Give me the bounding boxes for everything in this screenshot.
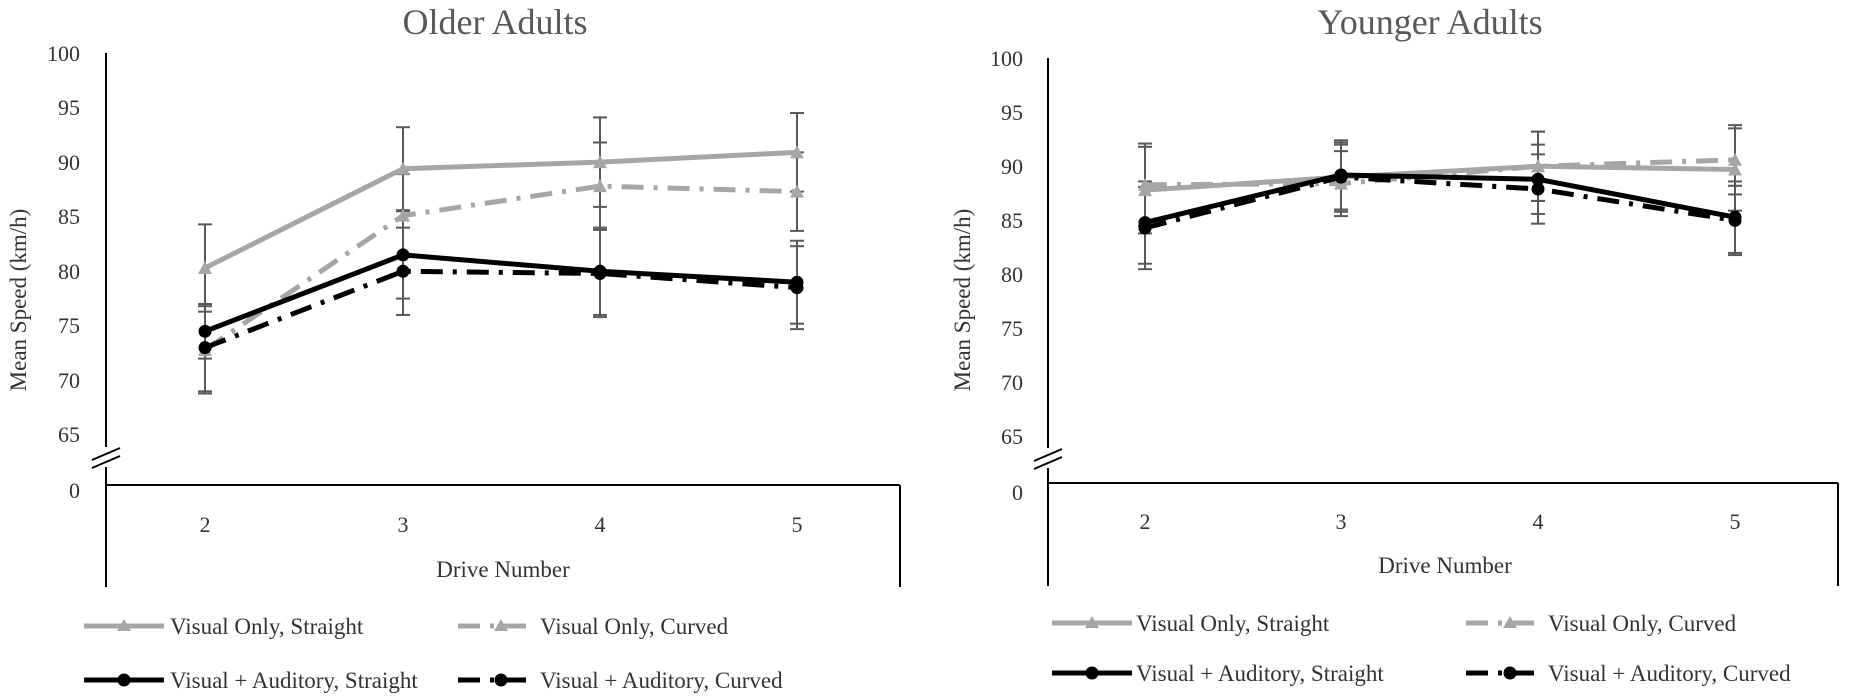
legend-item: Visual Only, Curved xyxy=(458,614,729,639)
legend-label: Visual Only, Curved xyxy=(540,614,729,639)
data-point-visual-auditory-curved xyxy=(1138,221,1152,235)
y-tick-label: 100 xyxy=(47,41,80,66)
y-tick-labels: 100 95 90 85 80 75 70 65 0 xyxy=(47,41,80,503)
plot-area xyxy=(198,112,804,395)
y-tick-labels: 100 95 90 85 80 75 70 65 0 xyxy=(990,46,1023,505)
chart-title: Older Adults xyxy=(403,2,588,42)
legend-label: Visual + Auditory, Straight xyxy=(1136,661,1384,686)
data-point-visual-only-curved xyxy=(790,184,804,198)
y-tick-label: 70 xyxy=(58,368,80,393)
y-axis-title: Mean Speed (km/h) xyxy=(950,209,975,392)
data-point-visual-only-straight xyxy=(790,145,804,159)
x-tick-label: 3 xyxy=(1336,509,1347,534)
legend-older-adults: Visual Only, Straight Visual Only, Curve… xyxy=(84,614,783,693)
legend-label: Visual + Auditory, Curved xyxy=(540,668,783,693)
legend-item: Visual Only, Straight xyxy=(84,614,364,639)
axis-break-marker xyxy=(91,447,121,469)
data-point-visual-auditory-straight xyxy=(198,324,212,338)
data-point-visual-auditory-straight xyxy=(396,248,410,262)
y-tick-label: 95 xyxy=(1001,100,1023,125)
y-tick-label: 90 xyxy=(58,150,80,175)
x-tick-label: 2 xyxy=(200,512,211,537)
data-point-visual-only-curved xyxy=(1138,177,1152,191)
y-tick-label: 80 xyxy=(1001,262,1023,287)
legend-item: Visual Only, Straight xyxy=(1052,611,1330,636)
data-point-visual-only-curved xyxy=(1531,159,1545,173)
legend-item: Visual + Auditory, Straight xyxy=(84,668,418,693)
series-line-visual-auditory-straight xyxy=(204,252,798,334)
x-tick-label: 5 xyxy=(1730,509,1741,534)
x-tick-labels: 2 3 4 5 xyxy=(1140,509,1741,534)
chart-younger-adults: Younger Adults 100 95 90 85 80 75 70 65 … xyxy=(950,2,1839,586)
series-line-visual-auditory-curved xyxy=(204,268,798,351)
data-point-visual-only-curved xyxy=(1728,152,1742,166)
y-tick-label: 85 xyxy=(58,204,80,229)
legend-label: Visual + Auditory, Curved xyxy=(1548,661,1791,686)
series-line-visual-only-straight xyxy=(203,149,798,271)
y-break-label: 0 xyxy=(1012,480,1023,505)
series-line-visual-auditory-curved xyxy=(1144,174,1736,231)
series-line-visual-auditory-straight xyxy=(1144,172,1736,226)
data-point-visual-only-curved xyxy=(396,208,410,222)
x-tick-labels: 2 3 4 5 xyxy=(200,512,803,537)
chart-older-adults: Older Adults 100 95 90 85 80 75 70 65 0 … xyxy=(6,2,901,587)
data-point-visual-only-straight xyxy=(1728,162,1742,176)
y-tick-label: 70 xyxy=(1001,370,1023,395)
plot-area xyxy=(1138,124,1742,271)
y-axis-title: Mean Speed (km/h) xyxy=(6,209,31,392)
y-tick-label: 80 xyxy=(58,259,80,284)
x-tick-label: 2 xyxy=(1140,509,1151,534)
y-tick-label: 65 xyxy=(1001,424,1023,449)
data-point-visual-only-straight xyxy=(198,261,212,275)
axis-break-marker xyxy=(1033,448,1063,470)
y-tick-label: 100 xyxy=(990,46,1023,71)
legend-item: Visual Only, Curved xyxy=(1466,611,1737,636)
legend-item: Visual + Auditory, Curved xyxy=(458,668,783,693)
data-point-visual-auditory-curved xyxy=(790,281,804,295)
y-tick-label: 95 xyxy=(58,95,80,120)
data-point-visual-auditory-curved xyxy=(1531,182,1545,196)
legend-item: Visual + Auditory, Straight xyxy=(1052,661,1384,686)
data-point-visual-auditory-curved xyxy=(1728,213,1742,227)
data-point-visual-only-curved xyxy=(593,179,607,193)
y-break-label: 0 xyxy=(69,478,80,503)
legend-younger-adults: Visual Only, Straight Visual Only, Curve… xyxy=(1052,611,1791,686)
x-tick-label: 3 xyxy=(398,512,409,537)
y-tick-label: 75 xyxy=(58,313,80,338)
y-tick-label: 85 xyxy=(1001,208,1023,233)
x-axis-title: Drive Number xyxy=(436,557,570,582)
data-point-visual-auditory-curved xyxy=(396,264,410,278)
x-tick-label: 4 xyxy=(1533,509,1544,534)
x-tick-label: 4 xyxy=(595,512,606,537)
legend-label: Visual + Auditory, Straight xyxy=(170,668,418,693)
legend-label: Visual Only, Straight xyxy=(1136,611,1330,636)
y-tick-label: 65 xyxy=(58,422,80,447)
data-point-visual-auditory-curved xyxy=(593,266,607,280)
data-point-visual-auditory-straight xyxy=(1531,172,1545,186)
legend-label: Visual Only, Straight xyxy=(170,614,364,639)
chart-title: Younger Adults xyxy=(1317,2,1542,42)
y-tick-label: 90 xyxy=(1001,154,1023,179)
data-point-visual-only-straight xyxy=(593,155,607,169)
x-tick-label: 5 xyxy=(792,512,803,537)
y-tick-label: 75 xyxy=(1001,316,1023,341)
series-line-visual-only-curved xyxy=(203,183,798,352)
data-point-visual-auditory-curved xyxy=(198,341,212,355)
data-point-visual-only-straight xyxy=(396,161,410,175)
x-axis-title: Drive Number xyxy=(1378,553,1512,578)
legend-label: Visual Only, Curved xyxy=(1548,611,1737,636)
data-point-visual-auditory-curved xyxy=(1334,170,1348,184)
legend-item: Visual + Auditory, Curved xyxy=(1466,661,1791,686)
